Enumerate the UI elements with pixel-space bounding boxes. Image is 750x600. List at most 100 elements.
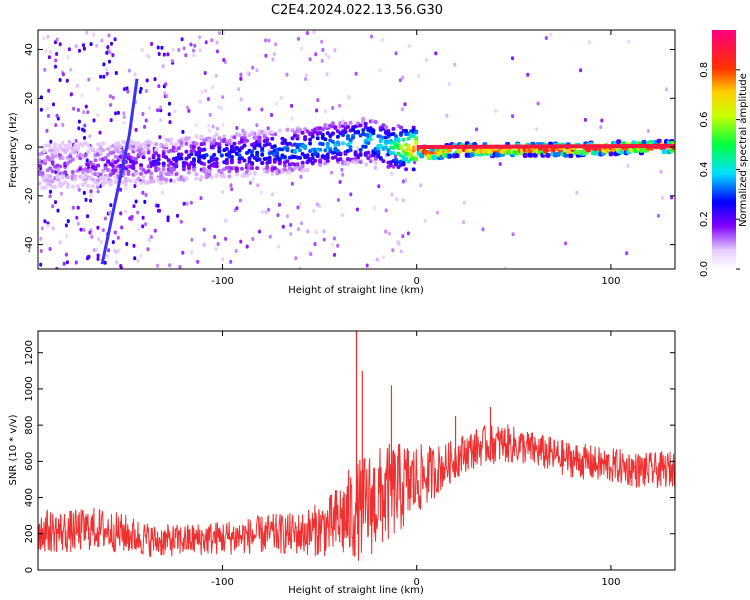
spectrogram-cell xyxy=(340,213,344,217)
spectrogram-cell xyxy=(535,127,539,132)
spectrogram-cell xyxy=(153,77,157,82)
spectrogram-cell xyxy=(91,184,95,189)
spectrogram-cell xyxy=(202,141,207,146)
spectrogram-cell xyxy=(217,148,222,153)
spectrogram-cell xyxy=(67,47,71,52)
spectrogram-cell xyxy=(109,203,113,208)
spectrogram-cell xyxy=(122,87,126,92)
spectrogram-cell xyxy=(111,240,115,245)
spectrogram-cell xyxy=(258,229,261,234)
spectrogram-cell xyxy=(214,132,219,137)
y-tick-label: 20 xyxy=(24,92,35,105)
spectrogram-cell xyxy=(411,148,416,153)
spectrogram-cell xyxy=(131,144,136,149)
spectrogram-cell xyxy=(354,71,358,76)
spectrogram-cell xyxy=(394,134,398,139)
spectrogram-cell xyxy=(239,239,243,244)
spectrogram-cell xyxy=(277,128,282,133)
y-tick-label: 1200 xyxy=(24,340,35,365)
spectrogram-cell xyxy=(43,185,47,190)
spectrogram-cell xyxy=(141,190,145,195)
spectrogram-cell xyxy=(90,234,94,239)
spectrogram-cell xyxy=(80,170,85,175)
spectrogram-cell xyxy=(255,154,260,159)
spectrogram-cell xyxy=(48,166,53,171)
spectrogram-cell xyxy=(401,75,405,80)
spectrogram-cell xyxy=(73,174,78,179)
spectrogram-cell xyxy=(408,44,411,49)
spectrogram-cell xyxy=(376,150,381,155)
spectrogram-cell xyxy=(171,48,175,52)
spectrogram-cell xyxy=(186,105,190,110)
spectrogram-cell xyxy=(132,243,136,248)
y-tick-label: -40 xyxy=(24,236,35,252)
spectrogram-cell xyxy=(221,95,225,100)
spectrogram-cell xyxy=(39,262,43,267)
spectrogram-cell xyxy=(101,228,105,233)
spectrogram-cell xyxy=(182,201,186,206)
spectrogram-cell xyxy=(130,214,134,219)
colorbar-ticks: 0.0 0.2 0.4 0.6 0.8 xyxy=(699,62,740,277)
spectrogram-cell xyxy=(356,146,360,151)
spectrogram-cell xyxy=(106,45,110,50)
spectrogram-cell xyxy=(122,120,126,125)
spectrogram-cell xyxy=(86,110,90,115)
spectrogram-cell xyxy=(294,256,298,261)
spectrogram-cell xyxy=(305,153,310,158)
spectrogram-cell xyxy=(96,163,101,168)
spectrogram-cell xyxy=(49,189,52,194)
spectrogram-cell xyxy=(265,164,270,169)
spectrogram-cell xyxy=(190,237,194,242)
spectrogram-cell xyxy=(287,141,292,146)
spectrogram-cell xyxy=(338,103,342,108)
spectrogram-cell xyxy=(383,125,388,130)
spectrogram-cell xyxy=(43,219,47,224)
spectrogram-cell xyxy=(394,154,397,159)
spectrogram-cell xyxy=(50,155,55,160)
spectrogram-cell xyxy=(214,164,219,169)
spectrogram-cell xyxy=(260,161,265,166)
spectrogram-cell xyxy=(187,108,191,113)
spectrogram-cell xyxy=(447,153,452,159)
spectrogram-cell xyxy=(80,93,84,98)
spectrogram-cell xyxy=(214,247,218,251)
spectrogram-cell xyxy=(386,148,391,153)
spectrogram-cell xyxy=(187,136,191,141)
spectrogram-cell xyxy=(65,78,69,83)
spectrogram-cell xyxy=(145,78,149,83)
spectrogram-cell xyxy=(475,127,479,132)
spectrogram-cell xyxy=(340,167,344,172)
spectrogram-cell xyxy=(232,141,237,146)
colorbar-tick-label: 0.0 xyxy=(699,261,710,277)
spectrogram-cell xyxy=(494,108,498,113)
spectrogram-cell xyxy=(341,141,345,146)
spectrogram-cell xyxy=(120,225,124,230)
spectrogram-cell xyxy=(298,266,302,269)
spectrogram-cell xyxy=(237,160,242,164)
spectrogram-cell xyxy=(670,195,674,200)
spectrogram-cell xyxy=(299,174,303,179)
spectrogram-cell xyxy=(64,252,68,257)
spectrogram-cell xyxy=(199,134,204,139)
spectrogram-cell xyxy=(149,234,153,239)
spectrogram-cell xyxy=(84,104,88,109)
spectrogram-cell xyxy=(96,113,100,118)
spectrogram-cell xyxy=(229,154,234,159)
spectrogram-cell xyxy=(53,142,58,147)
spectrogram-cell xyxy=(234,172,239,177)
spectrogram-cell xyxy=(98,172,103,177)
spectrogram-cell xyxy=(310,134,315,139)
spectrogram-cell xyxy=(333,252,336,257)
spectrogram-cell xyxy=(250,132,255,136)
spectrogram-cell xyxy=(75,184,80,189)
spectrogram-cell xyxy=(204,40,208,45)
spectrogram-cell xyxy=(171,179,176,184)
spectrogram-cell xyxy=(325,72,329,77)
spectrogram-cell xyxy=(381,159,386,164)
spectrogram-cell xyxy=(549,32,553,37)
spectrogram-cell xyxy=(192,148,196,153)
spectrogram-cell xyxy=(210,38,214,43)
spectrogram-cell xyxy=(255,123,259,128)
spectrogram-cell xyxy=(406,231,410,236)
spectrogram-cell xyxy=(202,162,207,167)
